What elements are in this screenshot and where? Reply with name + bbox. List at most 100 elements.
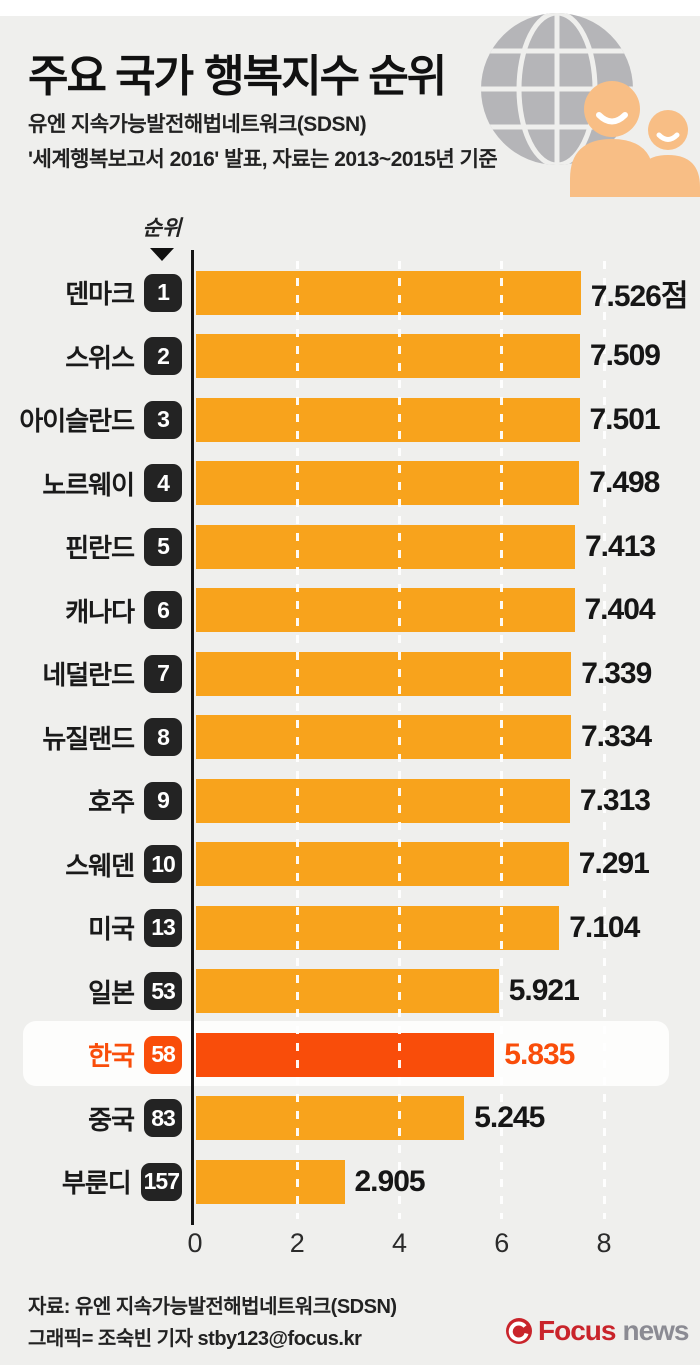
- top-white-strip: [0, 0, 700, 16]
- value-bar: [196, 270, 581, 315]
- row-bar-cell: 7.313: [196, 778, 700, 823]
- value-label: 5.921: [508, 974, 580, 1008]
- row-label-cell: 스위스 2: [0, 337, 196, 376]
- row-bar-cell: 7.413: [196, 524, 700, 569]
- rank-badge: 9: [144, 781, 182, 820]
- logo-text-focus: Focus: [538, 1315, 616, 1346]
- credit-note: 그래픽= 조숙빈 기자 stby123@focus.kr: [28, 1328, 362, 1350]
- country-label: 핀란드: [65, 533, 135, 564]
- country-label: 일본: [88, 977, 135, 1008]
- country-label: 덴마크: [65, 279, 135, 310]
- value-bar: [196, 334, 580, 379]
- rank-column-header: 순위: [118, 212, 206, 261]
- country-row: 노르웨이 4 7.498: [0, 452, 700, 516]
- value-label: 5.835: [504, 1037, 575, 1071]
- value-label: 7.509: [589, 339, 661, 373]
- country-label: 중국: [88, 1104, 135, 1135]
- row-bar-cell: 7.339: [196, 651, 700, 696]
- country-label: 부룬디: [61, 1168, 132, 1199]
- row-label-cell: 덴마크 1: [0, 273, 196, 312]
- value-bar: [196, 905, 560, 950]
- rank-badge: 5: [144, 527, 182, 566]
- value-bar: [196, 778, 570, 823]
- value-label: 5.245: [474, 1101, 545, 1135]
- page-title-bold: 행복지수 순위: [204, 52, 447, 101]
- rank-badge: 3: [144, 400, 182, 439]
- value-label: 7.404: [584, 593, 656, 627]
- row-label-cell: 네덜란드 7: [0, 654, 196, 693]
- row-label-cell: 아이슬란드 3: [0, 400, 196, 439]
- country-label: 스웨덴: [65, 850, 135, 881]
- country-row: 뉴질랜드 8 7.334: [0, 706, 700, 770]
- subtitle-line1: 유엔 지속가능발전해법네트워크(SDSN): [28, 113, 367, 136]
- rank-badge: 157: [140, 1162, 182, 1201]
- focus-news-logo: Focus news: [505, 1315, 690, 1347]
- rank-badge: 53: [144, 972, 182, 1011]
- country-label: 뉴질랜드: [42, 723, 135, 754]
- value-label: 7.291: [578, 847, 650, 881]
- page-title: 주요 국가 행복지수 순위: [28, 40, 447, 104]
- country-row: 미국 13 7.104: [0, 896, 700, 960]
- row-bar-cell: 7.404: [196, 588, 700, 633]
- country-row: 일본 53 5.921: [0, 960, 700, 1024]
- row-label-cell: 미국 13: [0, 908, 196, 947]
- value-bar: [196, 588, 575, 633]
- rank-arrow-icon: [150, 248, 174, 261]
- row-bar-cell: 7.334: [196, 715, 700, 760]
- row-bar-cell: 5.245: [196, 1096, 700, 1141]
- country-label: 스위스: [65, 342, 135, 373]
- row-label-cell: 중국 83: [0, 1099, 196, 1138]
- country-row: 캐나다 6 7.404: [0, 579, 700, 643]
- row-label-cell: 일본 53: [0, 972, 196, 1011]
- country-label: 한국: [88, 1041, 135, 1072]
- country-row: 아이슬란드 3 7.501: [0, 388, 700, 452]
- value-bar: [196, 842, 569, 887]
- row-label-cell: 핀란드 5: [0, 527, 196, 566]
- value-label: 7.413: [585, 529, 656, 563]
- row-label-cell: 부룬디 157: [0, 1162, 196, 1201]
- country-row: 중국 83 5.245: [0, 1087, 700, 1151]
- rank-badge: 83: [144, 1099, 182, 1138]
- value-label: 7.501: [589, 402, 661, 436]
- gridline-2: [295, 261, 299, 1219]
- row-bar-cell: 2.905: [196, 1159, 700, 1204]
- subtitle-line2: '세계행복보고서 2016' 발표, 자료는 2013~2015년 기준: [28, 148, 498, 171]
- x-axis-tick-label: 6: [494, 1228, 510, 1258]
- x-axis-tick-label: 2: [289, 1228, 305, 1258]
- value-bar: [196, 651, 572, 696]
- value-bar: [196, 397, 580, 442]
- rank-badge: 6: [144, 591, 182, 630]
- y-axis-line: [191, 250, 194, 1225]
- row-label-cell: 캐나다 6: [0, 591, 196, 630]
- rank-badge: 58: [144, 1035, 182, 1074]
- row-bar-cell: 7.291: [196, 842, 700, 887]
- focus-news-logo-icon: [506, 1318, 532, 1344]
- rank-badge: 10: [144, 845, 182, 884]
- rank-badge: 4: [144, 464, 182, 503]
- rank-badge: 2: [144, 337, 182, 376]
- row-label-cell: 스웨덴 10: [0, 845, 196, 884]
- globe-people-icon: [481, 13, 700, 197]
- rank-badge: 13: [144, 908, 182, 947]
- x-axis-tick-label: 4: [391, 1228, 408, 1258]
- value-bar: [196, 1159, 345, 1204]
- country-row: 스웨덴 10 7.291: [0, 833, 700, 897]
- x-axis-tick-label: 8: [596, 1228, 612, 1258]
- rank-badge: 7: [144, 654, 182, 693]
- rank-badge: 8: [144, 718, 182, 757]
- gridline-4: [398, 261, 401, 1219]
- country-row: 덴마크 1 7.526점: [0, 261, 700, 325]
- row-bar-cell: 7.526점: [196, 270, 700, 315]
- value-bar: [196, 1096, 465, 1141]
- gridline-8: [602, 261, 606, 1219]
- value-label: 7.526점: [590, 279, 689, 313]
- country-row: 호주 9 7.313: [0, 769, 700, 833]
- value-bar: [196, 461, 580, 506]
- row-bar-cell: 7.498: [196, 461, 700, 506]
- person-icon-small: [636, 110, 700, 197]
- country-row: 핀란드 5 7.413: [0, 515, 700, 579]
- country-row: 네덜란드 7 7.339: [0, 642, 700, 706]
- logo-text-news: news: [622, 1315, 689, 1346]
- row-label-cell: 노르웨이 4: [0, 464, 196, 503]
